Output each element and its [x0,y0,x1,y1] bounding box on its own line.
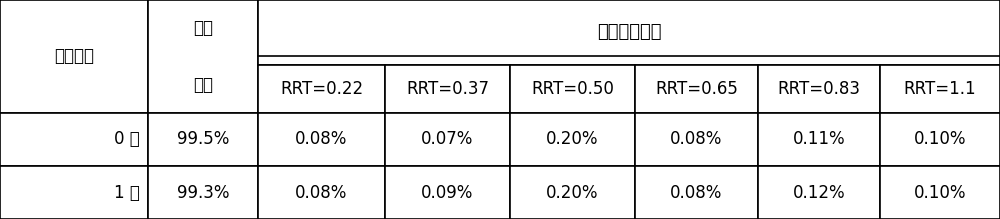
Bar [258,0,1000,65]
Text: 0.08%: 0.08% [670,184,723,201]
Bar [148,0,258,113]
Text: 存放时间: 存放时间 [54,47,94,65]
Text: 0.09%: 0.09% [421,184,474,201]
Bar [0,113,148,166]
Text: 0.20%: 0.20% [546,184,599,201]
Text: 纯度: 纯度 [193,76,213,94]
Text: 0.20%: 0.20% [546,130,599,148]
Text: 0 月: 0 月 [114,130,140,148]
Bar [385,166,510,219]
Bar [880,65,1000,113]
Bar [148,113,258,166]
Bar [635,65,758,113]
Text: RRT=0.50: RRT=0.50 [531,80,614,98]
Text: 0.08%: 0.08% [670,130,723,148]
Bar [880,166,1000,219]
Text: 液相: 液相 [193,19,213,37]
Bar [635,166,758,219]
Text: 0.07%: 0.07% [421,130,474,148]
Text: 0.08%: 0.08% [295,130,348,148]
Text: 99.5%: 99.5% [177,130,229,148]
Bar [510,166,635,219]
Bar [148,166,258,219]
Text: 1 月: 1 月 [114,184,140,201]
Bar [880,113,1000,166]
Bar [258,113,385,166]
Text: RRT=0.22: RRT=0.22 [280,80,363,98]
Text: RRT=0.83: RRT=0.83 [778,80,860,98]
Bar [758,166,880,219]
Bar [758,113,880,166]
Text: RRT=1.1: RRT=1.1 [904,80,976,98]
Bar [258,65,385,113]
Text: 有关物质含量: 有关物质含量 [597,23,661,41]
Bar [510,65,635,113]
Text: 0.08%: 0.08% [295,184,348,201]
Text: RRT=0.37: RRT=0.37 [406,80,489,98]
Bar [510,113,635,166]
Text: 0.10%: 0.10% [914,184,966,201]
Bar [0,0,148,113]
Bar [385,113,510,166]
Bar [758,65,880,113]
Text: 99.3%: 99.3% [177,184,229,201]
Text: 0.11%: 0.11% [793,130,845,148]
Text: 0.12%: 0.12% [793,184,845,201]
Text: RRT=0.65: RRT=0.65 [655,80,738,98]
Text: 0.10%: 0.10% [914,130,966,148]
Bar [258,166,385,219]
Bar [385,65,510,113]
Bar [635,113,758,166]
Bar [0,166,148,219]
